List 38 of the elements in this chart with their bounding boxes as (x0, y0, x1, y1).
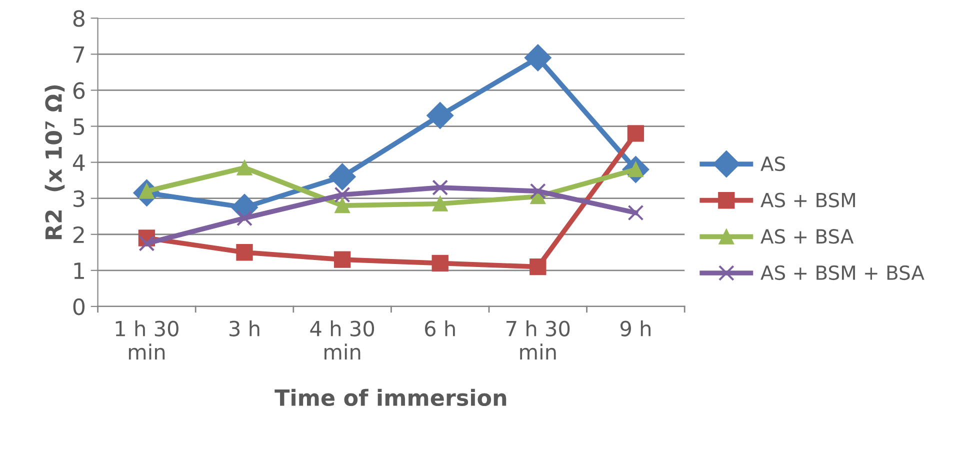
legend-label: AS + BSM + BSA (760, 265, 924, 280)
point (334, 186, 350, 203)
y-tick-label: 5 (74, 118, 84, 136)
point (236, 160, 252, 176)
y-tick-label: 4 (72, 154, 85, 171)
point (328, 163, 356, 190)
point (236, 244, 253, 261)
point (426, 102, 454, 129)
y-tick-label: 0 (73, 298, 85, 316)
point (236, 210, 252, 226)
x-tick-label: 6 h (425, 320, 455, 336)
point (432, 196, 448, 212)
point (432, 180, 448, 196)
x-tick-label: 1 h 30 min (116, 320, 178, 360)
point (530, 183, 546, 200)
point (334, 198, 350, 214)
legend-label: AS + BSA (760, 229, 854, 244)
x-axis-title: Time of immersion (274, 388, 506, 406)
x-tick-label: 3 h (230, 320, 260, 336)
y-tick-label: 1 (74, 262, 84, 279)
point (628, 204, 644, 221)
point (432, 254, 448, 272)
x-tick-label: 9 h (620, 320, 650, 336)
point (334, 251, 351, 268)
x-tick-label: 7 h 30 min (506, 320, 570, 360)
point (524, 44, 552, 72)
legend-label: AS + BSM (760, 192, 855, 208)
point (627, 125, 644, 142)
y-tick-label: 6 (73, 82, 85, 99)
y-tick-label: 2 (73, 226, 84, 243)
point (138, 235, 155, 252)
y-axis-title: R2 (x 10⁷ Ω) (44, 85, 65, 240)
y-tick-label: 7 (74, 46, 84, 63)
legend-label: AS (760, 156, 785, 172)
point (530, 258, 546, 276)
y-tick-label: 3 (74, 190, 84, 208)
y-tick-label: 8 (73, 10, 84, 27)
x-tick-label: 4 h 30 min (310, 320, 374, 360)
